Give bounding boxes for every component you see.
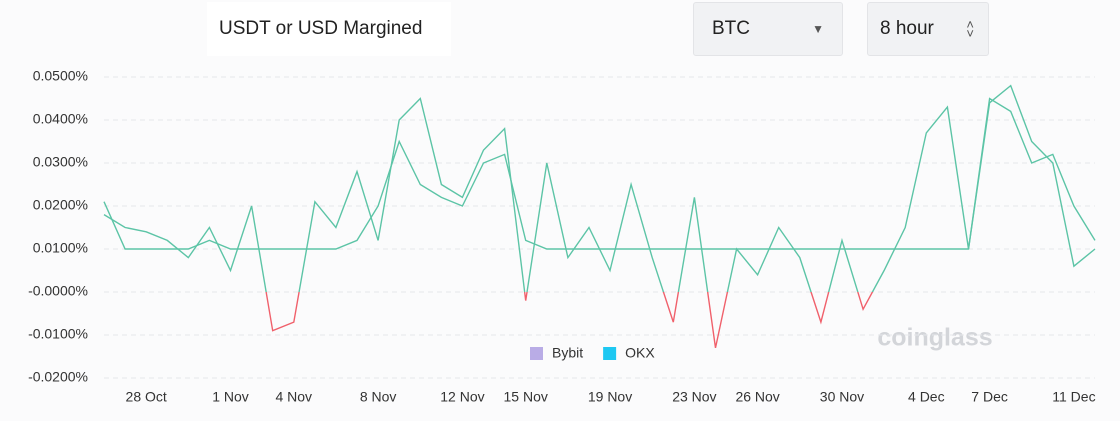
x-tick-label: 28 Oct xyxy=(126,389,167,405)
x-tick-label: 15 Nov xyxy=(504,389,548,405)
interval-value: 8 hour xyxy=(880,18,934,39)
x-tick-label: 26 Nov xyxy=(735,389,779,405)
legend-label: Bybit xyxy=(552,345,583,361)
y-tick-label: 0.0300% xyxy=(33,154,88,170)
funding-line xyxy=(103,84,1096,349)
legend-label: OKX xyxy=(625,345,655,361)
select-arrows: ˄ ˅ xyxy=(966,17,974,41)
x-tick-label: 4 Nov xyxy=(275,389,312,405)
x-tick-label: 8 Nov xyxy=(360,389,397,405)
margin-label: USDT or USD Margined xyxy=(207,2,451,56)
funding-line xyxy=(103,97,1096,250)
x-tick-label: 11 Dec xyxy=(1052,389,1095,405)
legend-swatch xyxy=(603,347,617,360)
y-tick-label: 0.0500% xyxy=(33,68,88,84)
y-tick-label: -0.0100% xyxy=(28,326,88,342)
y-tick-label: 0.0400% xyxy=(33,111,88,127)
y-tick-label: -0.0000% xyxy=(28,283,88,299)
y-tick-label: 0.0100% xyxy=(33,240,88,256)
y-tick-label: 0.0200% xyxy=(33,197,88,213)
symbol-value: BTC xyxy=(712,18,750,39)
x-tick-label: 30 Nov xyxy=(820,389,864,405)
x-tick-label: 23 Nov xyxy=(672,389,716,405)
x-tick-label: 4 Dec xyxy=(908,389,945,405)
interval-select[interactable]: 8 hour ˄ ˅ xyxy=(867,2,989,56)
x-tick-label: 12 Nov xyxy=(440,389,484,405)
y-tick-label: -0.0200% xyxy=(28,369,88,385)
symbol-dropdown[interactable]: BTC ▼ xyxy=(693,2,843,56)
x-tick-label: 7 Dec xyxy=(971,389,1008,405)
watermark: coinglass xyxy=(877,324,992,352)
dropdown-caret: ▼ xyxy=(812,22,824,36)
x-tick-label: 1 Nov xyxy=(212,389,249,405)
legend-swatch xyxy=(530,347,543,360)
x-tick-label: 19 Nov xyxy=(588,389,632,405)
